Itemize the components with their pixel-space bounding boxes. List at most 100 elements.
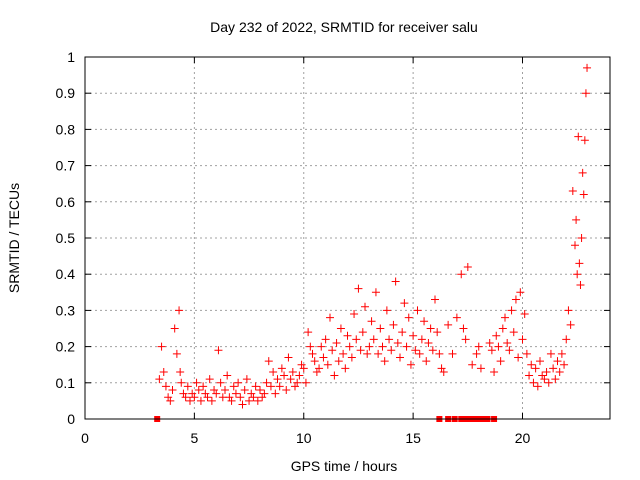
data-point	[472, 349, 481, 358]
data-point	[393, 338, 402, 347]
data-point	[168, 386, 177, 395]
y-tick-label: 0.7	[56, 158, 76, 174]
data-point	[253, 396, 262, 405]
data-point	[575, 259, 584, 268]
data-point	[159, 367, 168, 376]
data-point	[369, 335, 378, 344]
data-point	[207, 396, 216, 405]
data-point	[288, 367, 297, 376]
data-point	[280, 371, 289, 380]
data-point	[262, 378, 271, 387]
data-point	[256, 386, 264, 395]
data-points	[154, 63, 592, 422]
data-point	[573, 270, 582, 279]
data-point	[282, 386, 291, 395]
data-point	[341, 364, 350, 373]
y-tick-label: 0.8	[56, 121, 76, 137]
data-point	[457, 270, 466, 279]
grid-lines	[85, 57, 610, 419]
data-point	[578, 168, 587, 177]
data-point	[542, 367, 551, 376]
data-point	[164, 393, 173, 402]
data-point	[229, 382, 238, 391]
data-point	[525, 371, 534, 380]
data-point	[564, 306, 573, 315]
data-point	[522, 349, 531, 358]
data-point	[426, 324, 435, 333]
data-point	[284, 353, 293, 362]
data-point	[387, 346, 396, 355]
data-point	[225, 393, 234, 402]
data-point	[461, 335, 470, 344]
data-point	[328, 346, 337, 355]
data-point	[234, 378, 243, 387]
data-point	[310, 357, 319, 366]
data-point	[557, 349, 566, 358]
data-point	[420, 317, 429, 326]
data-point	[179, 389, 188, 398]
data-point	[260, 389, 269, 398]
y-tick-label: 0.1	[56, 375, 76, 391]
data-point	[176, 367, 185, 376]
data-point	[398, 328, 407, 337]
data-point	[424, 338, 433, 347]
data-point	[354, 284, 363, 293]
y-tick-label: 0	[67, 411, 75, 427]
data-point	[196, 396, 205, 405]
data-point	[157, 342, 166, 351]
data-point	[352, 335, 361, 344]
data-point	[511, 295, 520, 304]
data-point	[382, 306, 391, 315]
data-point	[571, 241, 579, 250]
data-point	[347, 353, 356, 362]
data-point	[385, 335, 394, 344]
data-point	[422, 357, 431, 366]
data-point	[568, 186, 577, 195]
data-point	[343, 331, 352, 340]
data-point	[580, 136, 589, 145]
data-point	[509, 328, 518, 337]
data-point	[531, 364, 540, 373]
data-point	[529, 378, 538, 387]
data-point	[577, 234, 586, 242]
data-point	[227, 396, 236, 405]
y-tick-label: 1	[67, 49, 75, 65]
data-point	[376, 324, 385, 333]
data-point	[332, 338, 341, 347]
data-point	[498, 324, 507, 333]
data-point	[317, 342, 326, 351]
data-point	[299, 364, 308, 373]
data-point	[155, 375, 164, 384]
data-point	[306, 342, 315, 351]
data-point	[203, 393, 212, 402]
data-point	[323, 360, 332, 369]
data-point	[437, 364, 446, 373]
data-point	[258, 393, 267, 402]
data-point	[413, 306, 422, 315]
data-point	[581, 89, 590, 98]
data-point	[271, 389, 280, 398]
data-point	[415, 349, 424, 358]
data-point	[266, 382, 275, 391]
data-point	[459, 324, 468, 333]
data-point	[444, 320, 453, 329]
data-point	[435, 349, 444, 358]
data-point	[221, 386, 229, 395]
data-point	[301, 378, 310, 387]
data-point	[183, 382, 192, 391]
data-point	[295, 371, 304, 380]
data-point	[439, 367, 448, 376]
data-point	[406, 360, 415, 369]
data-point	[216, 378, 225, 387]
axis-ticks: 00.10.20.30.40.50.60.70.80.910 5 10 15 20	[56, 49, 610, 446]
data-point	[223, 371, 232, 380]
data-point	[400, 299, 409, 308]
data-point	[374, 349, 383, 358]
x-tick-label: 20	[515, 430, 531, 446]
data-point	[409, 331, 418, 340]
data-point	[428, 346, 437, 355]
data-point	[579, 190, 588, 199]
data-point	[551, 375, 560, 384]
data-point	[576, 281, 585, 290]
data-point	[574, 132, 583, 141]
